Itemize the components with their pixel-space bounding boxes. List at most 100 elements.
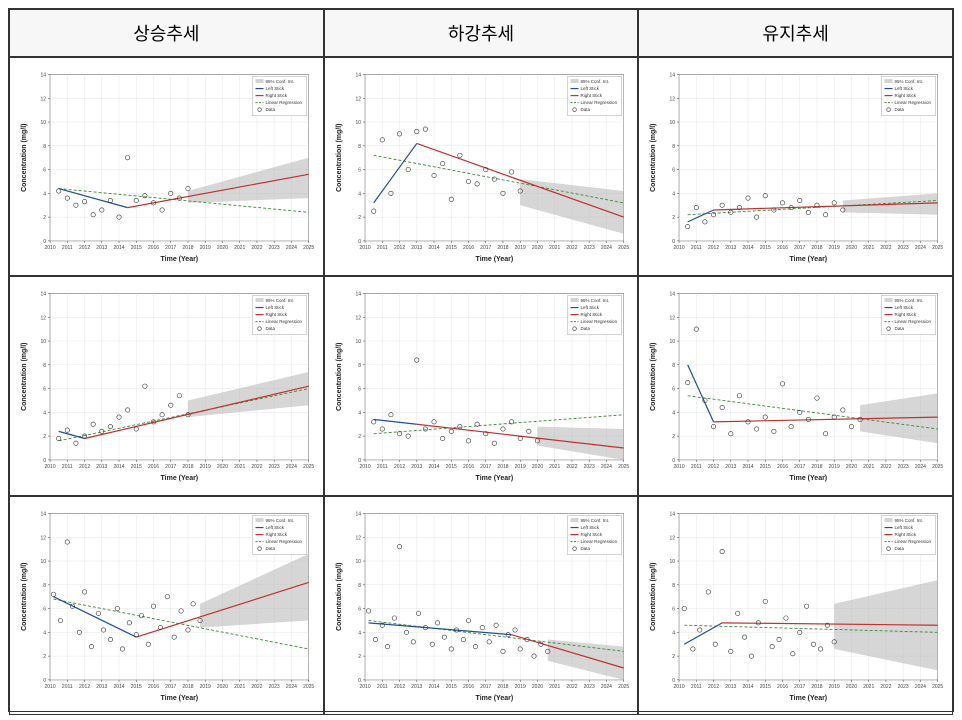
svg-text:2015: 2015 [131,245,142,251]
chart-grid: 상승추세 하강추세 유지추세 2010201120122013201420152… [8,8,954,712]
svg-text:2016: 2016 [148,245,159,251]
svg-text:2012: 2012 [79,245,90,251]
svg-text:Right Stick: Right Stick [580,93,602,98]
svg-text:Data: Data [895,546,905,551]
svg-text:2: 2 [358,654,361,660]
svg-text:6: 6 [358,387,361,393]
svg-text:95% Conf. Int.: 95% Conf. Int. [895,299,924,304]
svg-text:12: 12 [355,316,361,322]
svg-text:2020: 2020 [217,245,228,251]
svg-text:6: 6 [673,168,676,174]
svg-text:2018: 2018 [182,464,193,470]
svg-text:2019: 2019 [829,464,840,470]
svg-text:2017: 2017 [795,464,806,470]
svg-text:2021: 2021 [863,245,874,251]
svg-text:2014: 2014 [113,684,124,690]
svg-text:2025: 2025 [932,245,943,251]
cell-1-1: 2010201120122013201420152016201720182019… [324,276,639,495]
svg-text:2016: 2016 [463,464,474,470]
svg-text:2010: 2010 [674,464,685,470]
svg-text:4: 4 [673,411,676,417]
svg-text:2012: 2012 [394,245,405,251]
chart-2-1: 2010201120122013201420152016201720182019… [331,503,632,708]
svg-text:4: 4 [358,630,361,636]
svg-text:2010: 2010 [674,245,685,251]
x-axis-label: Time (Year) [790,475,828,482]
svg-text:2023: 2023 [898,245,909,251]
svg-text:4: 4 [673,630,676,636]
svg-text:2025: 2025 [618,684,629,690]
svg-text:2015: 2015 [131,684,142,690]
svg-text:14: 14 [670,292,676,298]
svg-text:2013: 2013 [96,464,107,470]
svg-text:2: 2 [43,435,46,441]
svg-text:2024: 2024 [601,684,612,690]
svg-text:Left Stick: Left Stick [580,525,599,530]
svg-text:2018: 2018 [812,684,823,690]
svg-text:Data: Data [266,107,276,112]
svg-text:6: 6 [358,606,361,612]
svg-text:2018: 2018 [497,245,508,251]
svg-text:2017: 2017 [165,464,176,470]
svg-text:Left Stick: Left Stick [266,306,285,311]
svg-text:2014: 2014 [113,464,124,470]
svg-text:2024: 2024 [915,684,926,690]
svg-text:2022: 2022 [881,684,892,690]
x-axis-label: Time (Year) [790,256,828,263]
svg-text:2: 2 [673,215,676,221]
svg-text:2014: 2014 [428,464,439,470]
svg-text:2023: 2023 [269,245,280,251]
chart-1-0: 2010201120122013201420152016201720182019… [16,283,317,488]
svg-text:2019: 2019 [514,684,525,690]
svg-text:Data: Data [580,107,590,112]
svg-text:2011: 2011 [377,684,388,690]
svg-text:2010: 2010 [45,245,56,251]
svg-text:12: 12 [355,96,361,102]
svg-text:Left Stick: Left Stick [266,525,285,530]
svg-text:2015: 2015 [760,684,771,690]
svg-text:2014: 2014 [428,245,439,251]
svg-text:2024: 2024 [915,245,926,251]
svg-text:2014: 2014 [743,684,754,690]
cell-0-0: 2010201120122013201420152016201720182019… [9,57,324,276]
svg-text:Linear Regression: Linear Regression [266,539,303,544]
svg-text:14: 14 [355,511,361,517]
svg-text:Linear Regression: Linear Regression [266,100,303,105]
svg-text:Left Stick: Left Stick [895,306,914,311]
svg-text:2011: 2011 [691,684,702,690]
svg-text:95% Conf. Int.: 95% Conf. Int. [580,79,609,84]
svg-text:2020: 2020 [532,464,543,470]
svg-text:8: 8 [43,583,46,589]
svg-text:2025: 2025 [303,684,314,690]
x-axis-label: Time (Year) [475,475,513,482]
svg-text:2011: 2011 [691,464,702,470]
svg-text:14: 14 [355,292,361,298]
svg-text:Data: Data [266,546,276,551]
svg-text:2016: 2016 [777,245,788,251]
svg-text:14: 14 [670,73,676,79]
svg-text:2023: 2023 [269,684,280,690]
col-header-0-label: 상승추세 [133,20,199,46]
svg-text:0: 0 [43,458,46,464]
svg-text:2022: 2022 [251,684,262,690]
svg-text:2013: 2013 [96,684,107,690]
svg-text:2018: 2018 [182,684,193,690]
svg-text:2: 2 [673,654,676,660]
svg-text:Left Stick: Left Stick [895,525,914,530]
svg-text:2021: 2021 [234,464,245,470]
svg-text:4: 4 [43,630,46,636]
svg-text:2015: 2015 [445,245,456,251]
cell-0-2: 2010201120122013201420152016201720182019… [638,57,953,276]
svg-text:2017: 2017 [795,684,806,690]
svg-text:2010: 2010 [45,464,56,470]
svg-text:4: 4 [43,191,46,197]
svg-text:2019: 2019 [829,684,840,690]
svg-text:2017: 2017 [795,245,806,251]
x-axis-label: Time (Year) [161,475,199,482]
svg-text:2021: 2021 [549,684,560,690]
svg-text:4: 4 [43,411,46,417]
svg-text:Data: Data [580,546,590,551]
svg-text:2013: 2013 [96,245,107,251]
svg-text:2010: 2010 [45,684,56,690]
svg-text:Right Stick: Right Stick [266,313,288,318]
